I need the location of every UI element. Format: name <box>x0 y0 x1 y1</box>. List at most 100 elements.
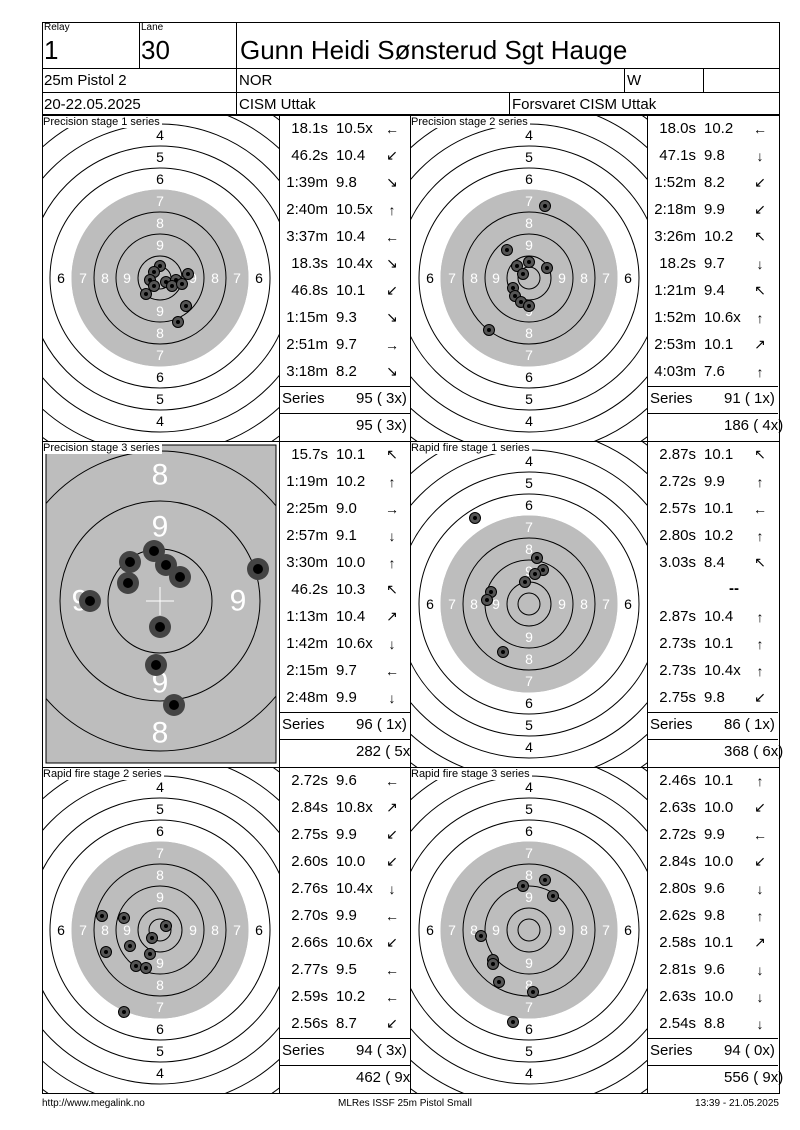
shot-row: 2.63s 10.0 ↓ <box>648 983 772 1010</box>
shot-score: 9.9 <box>704 473 725 490</box>
shot-score: 10.0 <box>704 853 734 870</box>
shot-score: 10.5x <box>336 201 373 218</box>
svg-text:4: 4 <box>525 1065 533 1081</box>
svg-text:8: 8 <box>156 867 164 883</box>
svg-text:9: 9 <box>525 629 533 645</box>
shot-time: 2.75s <box>291 826 328 843</box>
shot-row: 4:03m 7.6 ↑ <box>648 358 772 385</box>
shot-score: 9.1 <box>336 527 357 544</box>
shot-direction-icon: ↓ <box>388 527 396 544</box>
gender: W <box>627 72 642 89</box>
svg-text:6: 6 <box>255 922 263 938</box>
shot-score: 9.9 <box>336 689 357 706</box>
shot-time: 2.77s <box>291 961 328 978</box>
club: Forsvaret CISM Uttak <box>512 96 657 113</box>
svg-text:7: 7 <box>156 193 164 209</box>
svg-text:8: 8 <box>525 215 533 231</box>
shot-row: 3:18m 8.2 ↘ <box>280 358 404 385</box>
shot-time: 2.73s <box>659 635 696 652</box>
svg-text:6: 6 <box>525 497 533 513</box>
shot-direction-icon: ↗ <box>754 934 766 950</box>
shot-direction-icon: ↑ <box>756 309 764 326</box>
shot-time: 2.70s <box>291 907 328 924</box>
shot-time: 2.63s <box>659 799 696 816</box>
svg-text:5: 5 <box>525 717 533 733</box>
shot-row: 2:48m 9.9 ↓ <box>280 684 404 711</box>
shot-row: 18.2s 9.7 ↓ <box>648 250 772 277</box>
svg-text:8: 8 <box>580 596 588 612</box>
shot-time: 2.80s <box>659 880 696 897</box>
svg-text:5: 5 <box>156 801 164 817</box>
shot-time: 2.87s <box>659 446 696 463</box>
shot-time: 4:03m <box>654 363 696 380</box>
shot-direction-icon: ↙ <box>386 934 398 950</box>
shot-time: 2.46s <box>659 772 696 789</box>
shot-row: 1:19m 10.2 ↑ <box>280 468 404 495</box>
shot-time: 1:19m <box>286 473 328 490</box>
svg-text:6: 6 <box>255 270 263 286</box>
series-score: 91 ( 1x) <box>724 390 775 407</box>
series-label: Series <box>650 1042 693 1059</box>
svg-text:8: 8 <box>152 717 169 750</box>
shot-score: 10.4 <box>336 147 366 164</box>
svg-text:7: 7 <box>525 193 533 209</box>
shot-time: 3:18m <box>286 363 328 380</box>
footer-url[interactable]: http://www.megalink.no <box>42 1098 145 1109</box>
svg-text:5: 5 <box>156 1043 164 1059</box>
shot-time: 2.76s <box>291 880 328 897</box>
shot-direction-icon: ← <box>385 228 399 245</box>
shot-time: 2.81s <box>659 961 696 978</box>
svg-text:6: 6 <box>156 171 164 187</box>
shot-time: 1:52m <box>654 174 696 191</box>
panel-title: Precision stage 2 series <box>411 116 530 128</box>
shot-direction-icon: ↙ <box>386 282 398 298</box>
shot-row: 1:52m 8.2 ↙ <box>648 169 772 196</box>
shot-time: 46.2s <box>291 581 328 598</box>
shot-direction-icon: ↖ <box>754 282 766 298</box>
svg-text:6: 6 <box>156 369 164 385</box>
shot-direction-icon: ↘ <box>386 255 398 271</box>
svg-text:6: 6 <box>426 922 434 938</box>
shot-row: 2.80s 9.6 ↓ <box>648 875 772 902</box>
svg-text:9: 9 <box>492 922 500 938</box>
series-label: Series <box>282 716 325 733</box>
shot-score: 8.4 <box>704 554 725 571</box>
shot-row: 2.57s 10.1 ← <box>648 495 772 522</box>
series-score: 94 ( 3x) <box>356 1042 407 1059</box>
shot-time: 3:26m <box>654 228 696 245</box>
shot-score: 10.0 <box>704 799 734 816</box>
svg-text:4: 4 <box>525 413 533 429</box>
shot-row: 2.75s 9.8 ↙ <box>648 684 772 711</box>
svg-text:8: 8 <box>152 459 169 492</box>
shot-direction-icon: ↖ <box>754 228 766 244</box>
shot-direction-icon: ↗ <box>386 799 398 815</box>
shot-direction-icon: ↑ <box>388 473 396 490</box>
svg-text:9: 9 <box>525 889 533 905</box>
svg-text:6: 6 <box>525 823 533 839</box>
shot-score: 10.4 <box>336 228 366 245</box>
shot-score: 9.7 <box>336 336 357 353</box>
shot-time: 2.75s <box>659 689 696 706</box>
shot-row: 2.75s 9.9 ↙ <box>280 821 404 848</box>
shot-row: 2:53m 10.1 ↗ <box>648 331 772 358</box>
shot-direction-icon: ← <box>385 988 399 1005</box>
svg-text:8: 8 <box>156 215 164 231</box>
svg-text:9: 9 <box>558 596 566 612</box>
shot-direction-icon: ← <box>385 907 399 924</box>
svg-text:7: 7 <box>525 347 533 363</box>
shot-time: 46.2s <box>291 147 328 164</box>
shot-time: 18.0s <box>659 120 696 137</box>
series-score: 95 ( 3x) <box>356 390 407 407</box>
nation: NOR <box>239 72 273 89</box>
shot-direction-icon: ↑ <box>388 201 396 218</box>
shot-direction-icon: ↓ <box>756 1015 764 1032</box>
svg-text:6: 6 <box>525 171 533 187</box>
svg-text:9: 9 <box>123 270 131 286</box>
panel-title: Rapid fire stage 3 series <box>411 768 532 780</box>
shot-row: 2.56s 8.7 ↙ <box>280 1010 404 1037</box>
shot-row: 2.72s 9.6 ← <box>280 767 404 794</box>
shot-score: 10.0 <box>336 853 366 870</box>
svg-text:7: 7 <box>233 922 241 938</box>
